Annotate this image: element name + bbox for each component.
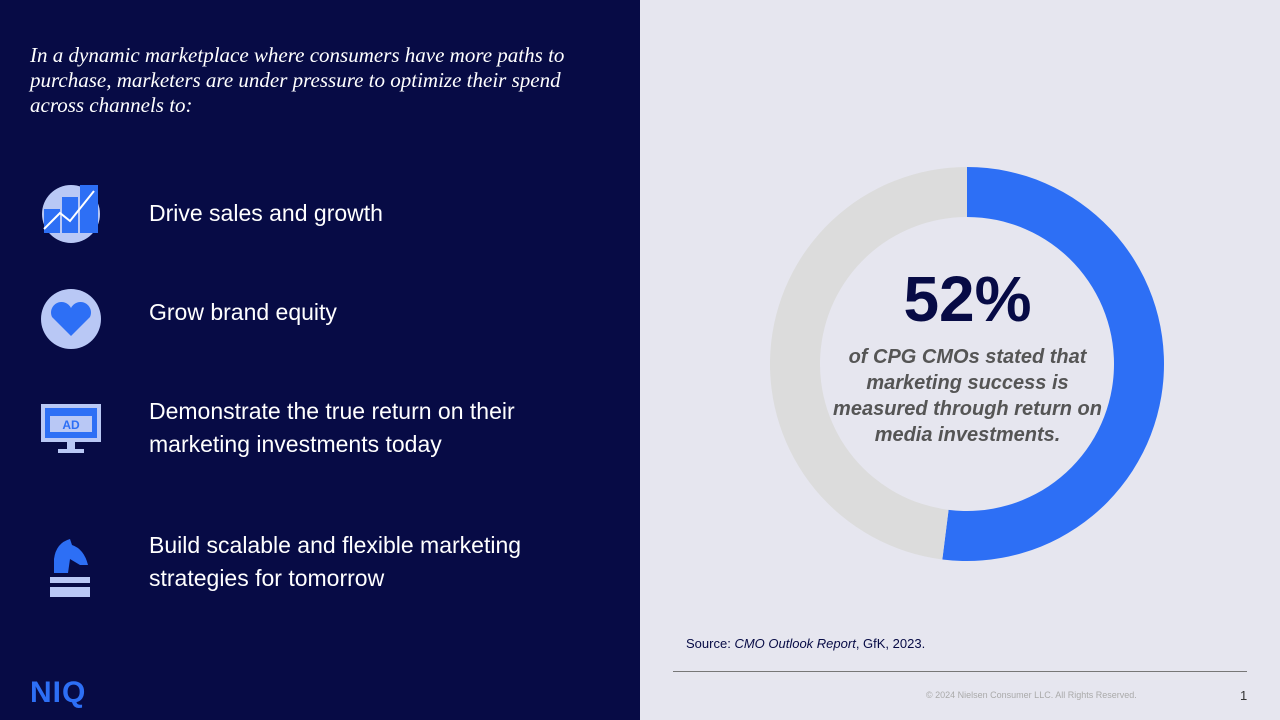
source: Source: CMO Outlook Report, GfK, 2023.	[686, 636, 925, 651]
source-prefix: Source:	[686, 636, 731, 651]
copyright: © 2024 Nielsen Consumer LLC. All Rights …	[926, 690, 1137, 700]
source-title: CMO Outlook Report	[734, 636, 856, 651]
left-panel: In a dynamic marketplace where consumers…	[0, 0, 640, 720]
item: Build scalable and flexible marketing st…	[149, 532, 522, 591]
source-rest: , GfK, 2023.	[855, 636, 926, 651]
right-panel: 52% of CPG CMOs stated that marketing su…	[640, 0, 1280, 720]
icon-chess	[50, 539, 90, 597]
caption: of CPG CMOs stated that marketing succes…	[833, 346, 1102, 446]
icon-heart	[41, 289, 101, 349]
intro: In a dynamic marketplace where consumers…	[30, 43, 565, 117]
logo: NIQ	[30, 676, 87, 709]
donut-chart	[770, 167, 1164, 561]
donut-segment	[770, 167, 967, 560]
item: Demonstrate the true return on their mar…	[149, 398, 515, 457]
item: Drive sales and growth	[149, 200, 383, 226]
page-number: 1	[1240, 688, 1248, 703]
divider	[673, 671, 1247, 672]
icon-growth	[42, 185, 100, 243]
donut-segment	[942, 167, 1164, 561]
value-label: 52%	[903, 263, 1032, 335]
svg-text:AD: AD	[62, 418, 80, 432]
item: Grow brand equity	[149, 299, 337, 325]
icon-ad: AD	[41, 404, 101, 453]
